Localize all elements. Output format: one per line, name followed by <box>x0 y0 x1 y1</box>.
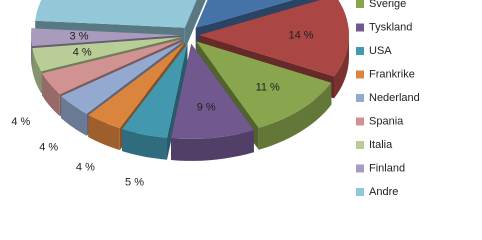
slice-top <box>122 43 188 138</box>
legend-swatch <box>356 164 364 173</box>
legend-label: Frankrike <box>369 68 415 80</box>
slice-wall <box>122 129 167 160</box>
data-label: 14 % <box>288 30 313 42</box>
pie-slice <box>122 43 188 160</box>
slice-top <box>31 28 181 47</box>
slice-top <box>32 37 182 72</box>
slice-top <box>171 43 254 139</box>
slice-side <box>184 0 206 50</box>
legend-label: Sverige <box>369 0 406 10</box>
data-label: 4 % <box>73 47 92 59</box>
legend-swatch <box>356 47 364 55</box>
chart: 14 %14 %11 %9 %5 %4 %4 %4 %4 %3 %28 %Sve… <box>11 0 420 198</box>
legend-label: Nederland <box>369 92 420 104</box>
data-label: 5 % <box>125 177 144 189</box>
slice-wall <box>32 48 42 94</box>
slice-top <box>88 42 186 129</box>
data-label: 4 % <box>39 141 58 153</box>
slice-wall <box>61 96 87 136</box>
slice-top <box>199 0 349 77</box>
slice-wall <box>42 73 60 117</box>
legend-swatch <box>356 23 364 32</box>
slice-top <box>42 39 183 95</box>
data-label: 4 % <box>11 116 30 128</box>
legend-label: Italia <box>369 139 393 151</box>
legend-swatch <box>356 141 364 149</box>
data-label: 4 % <box>76 162 95 174</box>
legend-swatch <box>356 94 364 102</box>
slice-top <box>35 0 197 28</box>
data-label: 11 % <box>256 82 280 94</box>
slice-wall <box>88 115 120 151</box>
legend-label: Andre <box>369 186 398 198</box>
legend-swatch <box>356 0 364 8</box>
slice-wall <box>171 130 254 161</box>
legend-swatch <box>356 117 364 126</box>
legend-label: USA <box>369 45 392 57</box>
pie-slice <box>171 43 254 161</box>
slice-wall <box>258 82 332 150</box>
data-label: 9 % <box>197 102 216 114</box>
legend-swatch <box>356 188 364 196</box>
legend-label: Spania <box>369 115 404 127</box>
data-label: 3 % <box>70 30 89 42</box>
legend-swatch <box>356 70 364 79</box>
slice-side <box>167 43 188 160</box>
slice-wall <box>334 35 349 99</box>
legend-label: Finland <box>369 162 405 174</box>
slice-top <box>61 41 184 114</box>
legend-label: Tyskland <box>369 21 412 33</box>
slice-wall <box>31 35 32 69</box>
slice-top <box>195 0 293 29</box>
slice-top <box>196 41 332 128</box>
